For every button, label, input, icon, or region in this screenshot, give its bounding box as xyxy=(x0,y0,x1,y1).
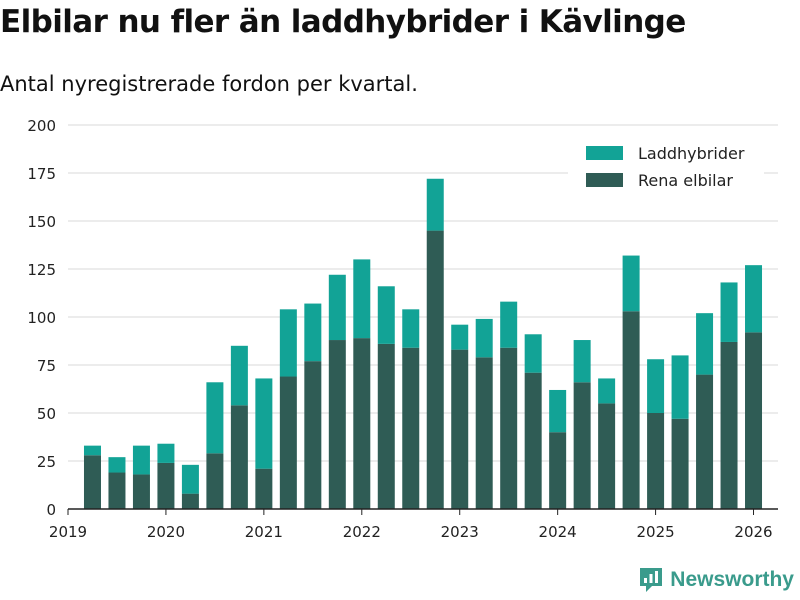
x-tick-label: 2026 xyxy=(734,523,772,541)
bar-elbilar xyxy=(377,343,395,509)
x-tick-label: 2025 xyxy=(636,523,674,541)
bar-laddhybrider xyxy=(524,334,542,373)
legend-label-elbilar: Rena elbilar xyxy=(638,171,733,190)
bar-elbilar xyxy=(573,382,591,509)
bar-laddhybrider xyxy=(647,359,665,413)
bar-elbilar xyxy=(279,376,297,509)
brand-name: Newsworthy xyxy=(670,568,794,591)
y-axis-ticks: 0 25 50 75 100 125 150 175 200 xyxy=(27,117,56,519)
bar-elbilar xyxy=(549,432,567,509)
bar-laddhybrider xyxy=(573,340,591,383)
bar-elbilar xyxy=(181,493,199,509)
bar-elbilar xyxy=(500,347,518,509)
bar-laddhybrider xyxy=(426,178,444,231)
bar-elbilar xyxy=(132,474,150,509)
bar-laddhybrider xyxy=(622,255,640,312)
bar-laddhybrider xyxy=(181,464,199,494)
legend-swatch-elbilar xyxy=(586,173,623,187)
bar-laddhybrider xyxy=(108,457,126,473)
bar-elbilar xyxy=(671,418,689,509)
bar-laddhybrider xyxy=(255,378,273,469)
bar-elbilar xyxy=(255,468,273,509)
y-tick-label: 25 xyxy=(37,453,56,471)
y-tick-label: 75 xyxy=(37,357,56,375)
bar-laddhybrider xyxy=(230,345,248,406)
bar-laddhybrider xyxy=(304,303,322,362)
bar-laddhybrider xyxy=(402,309,420,348)
x-tick-label: 2021 xyxy=(245,523,283,541)
bar-laddhybrider xyxy=(549,389,567,433)
bar-elbilar xyxy=(83,455,101,509)
legend-label-laddhybrider: Laddhybrider xyxy=(638,144,745,163)
y-tick-label: 100 xyxy=(27,309,56,327)
chart-subtitle: Antal nyregistrerade fordon per kvartal. xyxy=(0,72,418,96)
y-tick-label: 200 xyxy=(27,117,56,135)
chart-title: Elbilar nu fler än laddhybrider i Kävlin… xyxy=(0,4,686,40)
bar-elbilar xyxy=(647,413,665,509)
y-tick-label: 175 xyxy=(27,165,56,183)
bar-laddhybrider xyxy=(671,355,689,419)
bar-laddhybrider xyxy=(83,445,101,456)
bar-laddhybrider xyxy=(206,382,224,454)
legend: Laddhybrider Rena elbilar xyxy=(568,138,764,198)
bar-laddhybrider xyxy=(279,309,297,377)
x-axis: 2019 2020 2021 2022 2023 2024 2025 2026 xyxy=(49,508,778,541)
bar-elbilar xyxy=(598,403,616,509)
bar-laddhybrider xyxy=(745,265,763,333)
x-tick-label: 2024 xyxy=(539,523,577,541)
bar-elbilar xyxy=(206,453,224,509)
y-tick-label: 50 xyxy=(37,405,56,423)
bar-elbilar xyxy=(426,230,444,509)
bar-elbilar xyxy=(353,338,371,509)
bar-elbilar xyxy=(622,311,640,509)
bar-laddhybrider xyxy=(377,286,395,344)
bar-elbilar xyxy=(402,347,420,509)
bar-elbilar xyxy=(304,361,322,509)
bar-laddhybrider xyxy=(157,443,175,463)
x-tick-label: 2022 xyxy=(343,523,381,541)
x-tick-label: 2020 xyxy=(147,523,185,541)
bar-elbilar xyxy=(475,357,493,509)
bar-elbilar xyxy=(720,341,738,509)
newsworthy-logo-icon xyxy=(640,568,663,592)
bar-elbilar xyxy=(745,332,763,509)
bar-laddhybrider xyxy=(353,259,371,339)
bar-elbilar xyxy=(108,472,126,509)
bar-laddhybrider xyxy=(475,318,493,358)
bar-laddhybrider xyxy=(328,274,346,341)
bar-laddhybrider xyxy=(598,378,616,404)
bar-laddhybrider xyxy=(720,282,738,342)
bar-laddhybrider xyxy=(132,445,150,475)
bar-elbilar xyxy=(696,374,714,509)
y-tick-label: 125 xyxy=(27,261,56,279)
y-tick-label: 150 xyxy=(27,213,56,231)
bar-laddhybrider xyxy=(500,301,518,348)
bar-elbilar xyxy=(230,405,248,509)
bar-elbilar xyxy=(328,340,346,509)
gridlines xyxy=(68,124,778,462)
bar-elbilar xyxy=(157,462,175,509)
x-tick-label: 2019 xyxy=(49,523,87,541)
bar-elbilar xyxy=(524,372,542,509)
x-tick-label: 2023 xyxy=(441,523,479,541)
bar-laddhybrider xyxy=(696,313,714,375)
bars xyxy=(83,178,763,509)
y-tick-label: 0 xyxy=(46,501,56,519)
bar-laddhybrider xyxy=(451,324,469,350)
legend-swatch-laddhybrider xyxy=(586,146,623,160)
bar-elbilar xyxy=(451,349,469,509)
newsworthy-brand: Newsworthy xyxy=(638,566,794,594)
